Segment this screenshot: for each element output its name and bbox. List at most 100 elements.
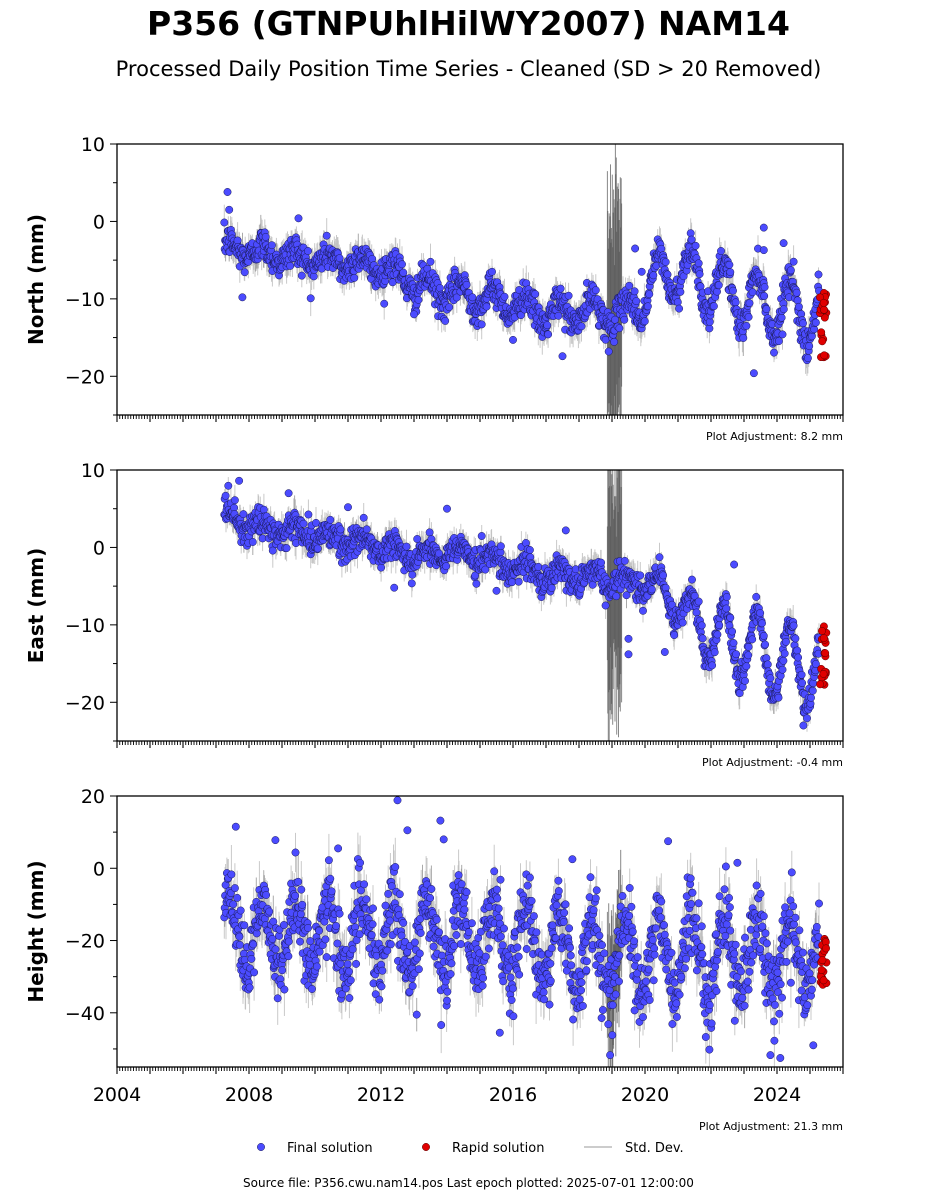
panel-height: −40 −20 0 20 Height (mm) 2004 2008 2012 2016 2020…: [24, 786, 844, 1133]
data-point: [509, 335, 517, 344]
data-point: [362, 525, 371, 534]
data-point: [504, 963, 513, 972]
data-point: [606, 1051, 615, 1060]
data-point: [508, 984, 517, 993]
data-point: [601, 335, 610, 344]
data-point: [650, 950, 659, 959]
data-point: [688, 575, 696, 584]
data-point: [326, 515, 335, 524]
data-point: [313, 544, 322, 553]
data-point: [509, 1012, 518, 1021]
data-point: [811, 318, 820, 327]
data-point: [724, 911, 733, 920]
data-point: [443, 996, 451, 1005]
data-point: [713, 956, 721, 965]
data-point: [762, 939, 771, 948]
data-point: [625, 884, 634, 892]
data-point: [744, 985, 753, 994]
data-point: [315, 926, 324, 935]
data-point: [655, 553, 664, 562]
data-point: [582, 966, 591, 975]
data-point: [426, 257, 435, 266]
data-point: [468, 293, 477, 302]
data-point: [744, 642, 753, 651]
data-point: [682, 954, 691, 963]
data-point: [611, 315, 619, 324]
data-point: [492, 885, 501, 894]
data-point: [713, 630, 722, 639]
data-point: [792, 288, 801, 297]
data-point: [780, 649, 789, 658]
data-point: [467, 919, 476, 928]
data-point: [698, 950, 707, 959]
y-tick-label: −20: [65, 692, 105, 714]
data-point: [265, 907, 274, 916]
y-axis-label: North (mm): [24, 214, 48, 345]
data-point: [761, 929, 770, 938]
data-point: [758, 922, 767, 931]
data-point: [726, 926, 735, 935]
data-point: [368, 920, 377, 929]
data-point: [701, 1033, 710, 1041]
data-point: [335, 909, 344, 918]
data-point: [566, 943, 574, 952]
data-point: [450, 942, 459, 950]
data-point: [352, 959, 361, 968]
data-point: [748, 288, 757, 297]
data-point: [643, 302, 652, 311]
data-point: [507, 996, 516, 1004]
data-point: [362, 895, 371, 904]
data-point: [525, 873, 534, 882]
data-point: [805, 342, 814, 351]
data-point: [500, 924, 508, 933]
data-point: [546, 976, 555, 985]
data-point: [722, 593, 731, 601]
data-point: [415, 949, 424, 958]
data-point: [425, 528, 434, 537]
data-point: [744, 313, 753, 321]
data-point: [435, 928, 443, 937]
data-point: [737, 967, 745, 976]
data-point: [414, 965, 423, 974]
data-point: [720, 885, 729, 894]
data-point: [761, 640, 770, 649]
data-point: [789, 621, 798, 630]
data-point: [304, 510, 313, 519]
data-point: [625, 911, 634, 920]
data-point: [657, 897, 666, 906]
data-point: [628, 927, 637, 936]
data-point: [432, 915, 441, 924]
data-point: [452, 293, 461, 302]
data-point: [360, 880, 369, 889]
plot-adjustment: Plot Adjustment: 8.2 mm: [706, 430, 843, 443]
data-point: [668, 1020, 677, 1028]
data-point: [661, 258, 670, 266]
data-point: [611, 990, 620, 999]
data-point: [560, 908, 569, 917]
data-point: [346, 976, 355, 985]
chart-title: P356 (GTNPUhlHilWY2007) NAM14: [147, 4, 790, 43]
data-point: [569, 1015, 578, 1024]
data-point: [694, 597, 703, 606]
std-dev-bars: [223, 470, 820, 741]
data-point: [705, 1001, 714, 1010]
data-point: [664, 837, 673, 846]
data-point: [745, 299, 754, 308]
data-point: [407, 579, 416, 588]
data-point: [663, 270, 672, 279]
data-point: [740, 1001, 749, 1010]
data-point: [655, 906, 664, 915]
data-point: [677, 972, 686, 981]
data-point: [332, 922, 341, 930]
data-point: [766, 674, 775, 683]
data-point: [713, 947, 722, 956]
data-point: [532, 928, 541, 937]
data-point: [506, 973, 515, 982]
x-tick-label: 2012: [357, 1084, 405, 1106]
legend-rapid-marker: [422, 1143, 430, 1151]
legend-rapid-label: Rapid solution: [452, 1141, 544, 1156]
data-point: [559, 918, 568, 926]
data-point: [545, 1000, 554, 1009]
data-point: [791, 913, 800, 922]
